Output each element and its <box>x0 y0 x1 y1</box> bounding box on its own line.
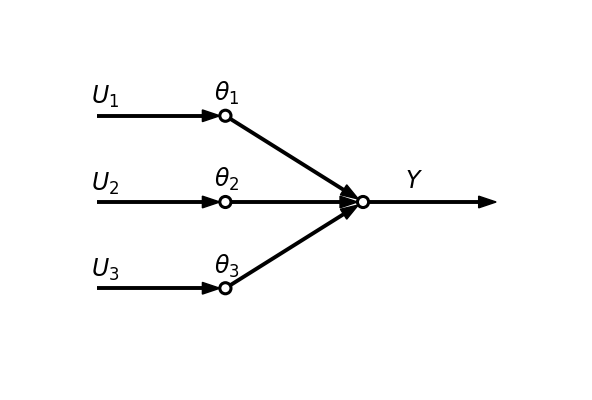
Text: $\theta_2$: $\theta_2$ <box>214 166 240 193</box>
Text: $\theta_1$: $\theta_1$ <box>214 80 240 107</box>
Polygon shape <box>340 205 358 219</box>
Text: $U_2$: $U_2$ <box>91 170 119 197</box>
Polygon shape <box>202 110 220 122</box>
Text: $\theta_3$: $\theta_3$ <box>214 252 240 280</box>
Polygon shape <box>479 196 496 208</box>
Circle shape <box>220 283 231 294</box>
Polygon shape <box>202 282 220 294</box>
Text: $Y$: $Y$ <box>404 169 423 193</box>
Text: $U_1$: $U_1$ <box>91 84 119 110</box>
Circle shape <box>220 110 231 121</box>
Polygon shape <box>340 196 358 208</box>
Circle shape <box>220 196 231 208</box>
Text: $U_3$: $U_3$ <box>91 257 119 283</box>
Polygon shape <box>202 196 220 208</box>
Circle shape <box>358 196 369 208</box>
Polygon shape <box>340 185 358 199</box>
